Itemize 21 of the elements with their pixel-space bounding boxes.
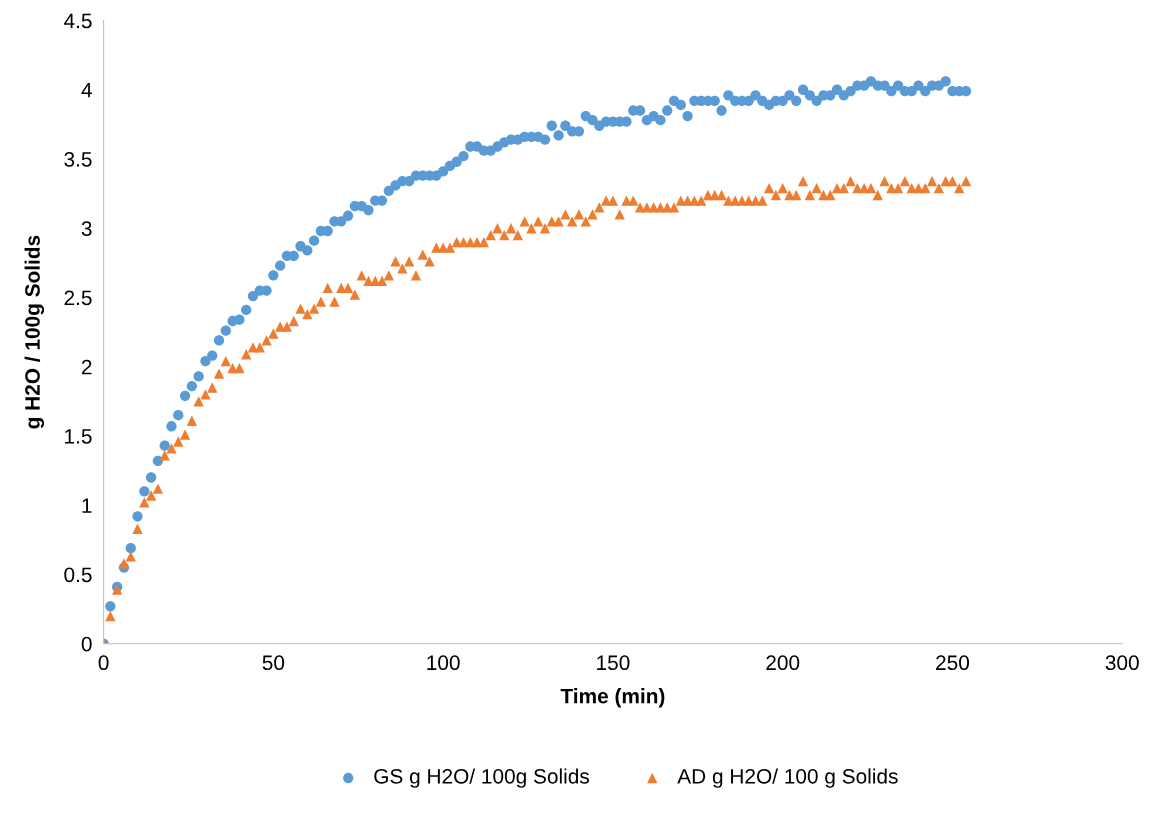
x-tick-label: 150 bbox=[597, 655, 630, 671]
x-axis-title: Time (min) bbox=[560, 688, 665, 708]
y-tick-label: 0.5 bbox=[64, 567, 92, 583]
y-tick-label: 0 bbox=[81, 636, 92, 652]
y-tick-label: 2 bbox=[81, 359, 92, 375]
y-tick-label: 4 bbox=[81, 82, 92, 98]
y-tick-label: 4.5 bbox=[64, 13, 92, 29]
x-tick-label: 300 bbox=[1105, 655, 1139, 671]
x-tick-label: 0 bbox=[98, 655, 109, 671]
y-tick-label: 3.5 bbox=[64, 151, 92, 167]
legend-label: GS g H2O/ 100g Solids bbox=[374, 768, 590, 788]
x-tick-label: 100 bbox=[427, 655, 460, 671]
x-tick-label: 50 bbox=[262, 655, 285, 671]
y-tick-label: 1.5 bbox=[65, 429, 92, 444]
x-tick-label: 200 bbox=[766, 655, 800, 671]
y-tick-label: 1 bbox=[82, 498, 92, 513]
y-axis-title: g H2O / 100g Solids bbox=[24, 235, 45, 429]
y-tick-label: 3 bbox=[81, 221, 92, 236]
x-tick-label: 250 bbox=[936, 655, 970, 671]
y-tick-label: 2.5 bbox=[64, 290, 92, 306]
legend-label: AD g H2O/ 100 g Solids bbox=[677, 768, 898, 788]
